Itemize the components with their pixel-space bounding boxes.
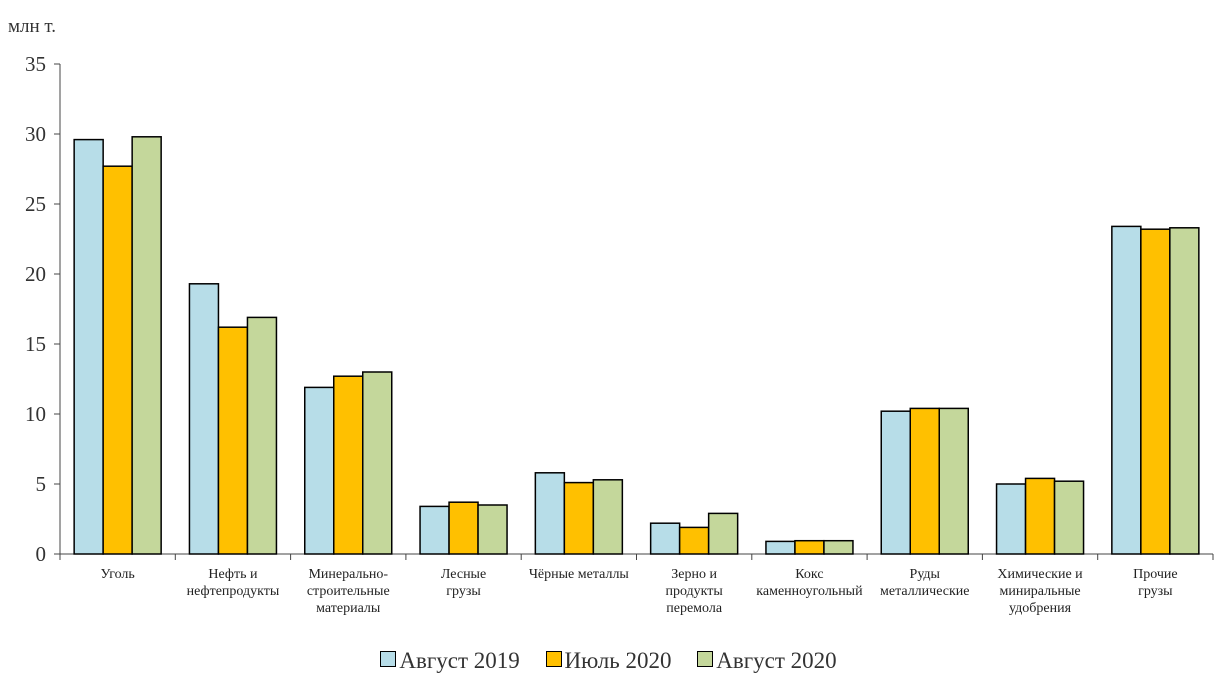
- legend-item-august-2019: Август 2019: [380, 648, 520, 674]
- bars: [73, 136, 1200, 555]
- bar: [1024, 477, 1056, 555]
- bar: [765, 540, 796, 555]
- x-tick-label: Руды металлические: [880, 567, 970, 599]
- bar: [592, 479, 624, 555]
- bar: [131, 136, 162, 555]
- bar: [217, 326, 249, 555]
- x-tick-label: Уголь: [101, 567, 135, 582]
- legend-label-august-2020: Август 2020: [716, 648, 837, 673]
- bar: [188, 283, 220, 555]
- bar: [534, 472, 566, 555]
- y-tick-label: 30: [25, 122, 46, 146]
- x-tick-label: Кокс каменноугольный: [756, 567, 863, 599]
- bar: [304, 386, 335, 555]
- x-tick-label: Зерно и продукты перемола: [665, 567, 723, 616]
- bar: [477, 504, 508, 555]
- bar: [102, 165, 133, 555]
- bar: [649, 522, 681, 555]
- bar: [880, 410, 911, 555]
- y-tick-label: 15: [25, 332, 46, 356]
- bar: [73, 138, 104, 555]
- y-tick-label: 35: [25, 52, 46, 76]
- x-tick-label: Химические и миниральные удобрения: [997, 567, 1083, 616]
- bar: [246, 316, 278, 555]
- bar: [448, 501, 479, 555]
- y-tick-label: 5: [36, 472, 47, 496]
- bar: [707, 512, 739, 555]
- y-tick-label: 10: [25, 402, 46, 426]
- bar-chart: 0 5 10 15 20 25 30 35 Уголь Нефть и нефтепродукты…: [25, 52, 1214, 616]
- y-unit-label: млн т.: [8, 16, 57, 37]
- x-tick-label: Минерально-строительные материалы: [307, 567, 390, 616]
- y-tick-labels: 0 5 10 15 20 25 30 35: [25, 52, 46, 566]
- bar: [909, 407, 940, 555]
- legend-label-august-2019: Август 2019: [399, 648, 520, 673]
- x-tick-label: Чёрные металлы: [529, 567, 630, 582]
- legend-swatch-july-2020: [545, 651, 562, 667]
- legend-label-july-2020: Июль 2020: [564, 648, 672, 673]
- x-tick-labels: Уголь Нефть и нефтепродукты Минерально-стро…: [101, 567, 1178, 616]
- y-tick-label: 0: [36, 542, 47, 566]
- bar: [333, 375, 364, 555]
- legend: Август 2019 Июль 2020 Август 2020: [0, 648, 1217, 674]
- x-tick-label: Прочие грузы: [1133, 567, 1178, 599]
- bar: [362, 371, 393, 555]
- x-tick-label: Лесные грузы: [441, 567, 486, 599]
- bar: [1111, 225, 1142, 555]
- bar: [938, 407, 969, 555]
- bar: [1140, 228, 1171, 555]
- legend-swatch-august-2019: [380, 651, 397, 667]
- bar: [1053, 480, 1085, 555]
- bar: [823, 539, 854, 555]
- bar: [678, 526, 710, 555]
- legend-item-august-2020: Август 2020: [697, 648, 837, 674]
- bar: [794, 539, 825, 555]
- bar: [419, 505, 450, 555]
- legend-swatch-august-2020: [697, 651, 714, 667]
- bar: [563, 481, 595, 555]
- bar: [995, 483, 1027, 555]
- y-tick-label: 25: [25, 192, 46, 216]
- legend-item-july-2020: Июль 2020: [545, 648, 672, 674]
- bar: [1169, 227, 1200, 555]
- x-tick-label: Нефть и нефтепродукты: [187, 567, 280, 599]
- y-tick-label: 20: [25, 262, 46, 286]
